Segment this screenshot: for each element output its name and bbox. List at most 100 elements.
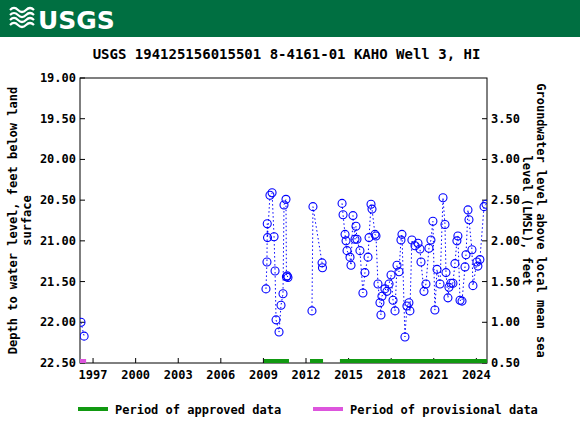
period-bar (310, 359, 323, 363)
data-point (385, 280, 393, 288)
data-point (262, 285, 270, 293)
data-point (268, 189, 276, 197)
logo-icon (10, 8, 34, 27)
data-point (277, 301, 285, 309)
data-point (372, 232, 380, 240)
legend-label: Period of approved data (115, 403, 281, 417)
y-tick-label: 22.00 (40, 315, 76, 329)
data-point (482, 200, 487, 208)
header-banner (0, 0, 580, 37)
data-point (308, 307, 316, 315)
data-point (395, 268, 403, 276)
period-bar (264, 359, 289, 363)
x-tick-label: 2000 (121, 368, 150, 382)
y2-tick-label: 2.00 (491, 234, 520, 248)
y-tick-label: 19.00 (40, 71, 76, 85)
y-tick-label: 19.50 (40, 112, 76, 126)
plot-area (80, 189, 487, 363)
y-tick (80, 240, 85, 241)
data-point (391, 307, 399, 315)
y2-tick-label: 3.00 (491, 152, 520, 166)
y-tick-label: 21.50 (40, 275, 76, 289)
logo-wave (10, 18, 34, 22)
y2-axis-title-line: Groundwater level above local mean sea (534, 83, 548, 358)
data-point (429, 217, 437, 225)
y2-tick-label: 1.00 (491, 315, 520, 329)
y2-tick-label: 2.50 (491, 193, 520, 207)
data-point (465, 216, 473, 224)
logo-wave (10, 8, 34, 12)
series-line (81, 193, 486, 337)
data-point (377, 311, 385, 319)
logo-text: USGS (38, 6, 115, 35)
data-point (339, 211, 347, 219)
data-point (398, 230, 406, 238)
data-point (401, 333, 409, 341)
y-tick (80, 200, 85, 201)
data-point (436, 280, 444, 288)
data-point (417, 258, 425, 266)
x-tick-label: 2012 (292, 368, 321, 382)
data-point (271, 267, 279, 275)
y2-tick-label: 1.50 (491, 275, 520, 289)
data-point (361, 269, 369, 277)
data-point (352, 222, 360, 230)
title: USGS 194125156015501 8-4161-01 KAHO Well… (93, 46, 481, 62)
period-bar (340, 359, 487, 363)
data-point (449, 279, 457, 287)
y-tick (80, 78, 85, 79)
legend-label: Period of provisional data (350, 403, 538, 417)
data-point (318, 264, 326, 272)
data-point (458, 297, 466, 305)
data-point (356, 247, 364, 255)
y2-tick-label: 3.50 (491, 112, 520, 126)
logo-wave (10, 23, 34, 27)
y2-tick (482, 159, 487, 160)
x-tick-label: 2024 (462, 368, 491, 382)
data-point (416, 245, 424, 253)
x-tick-label: 2009 (249, 368, 278, 382)
y-tick-label: 22.50 (40, 356, 76, 370)
data-point (381, 285, 389, 293)
data-point (425, 244, 433, 252)
data-point (284, 274, 292, 282)
y2-axis-title: Groundwater level above local mean seale… (520, 83, 548, 358)
y-axis-title-line: surface (20, 195, 34, 246)
data-point (427, 236, 435, 244)
plot-frame (80, 78, 487, 363)
x-tick (135, 358, 136, 363)
data-point (353, 235, 361, 243)
data-point (282, 195, 290, 203)
data-point (461, 263, 469, 271)
data-point (442, 269, 450, 277)
y2-tick (482, 322, 487, 323)
data-point (80, 318, 85, 326)
x-tick (93, 358, 94, 363)
data-point (405, 299, 413, 307)
data-point (263, 258, 271, 266)
data-point (439, 194, 447, 202)
data-point (454, 232, 462, 240)
data-point (80, 332, 88, 340)
y2-tick (482, 281, 487, 282)
x-tick-label: 2021 (419, 368, 448, 382)
x-tick (220, 358, 221, 363)
data-point (444, 294, 452, 302)
data-point (469, 282, 477, 290)
x-tick-label: 2006 (206, 368, 235, 382)
y2-tick (482, 118, 487, 119)
x-tick-label: 1997 (79, 368, 108, 382)
y2-tick-label: 0.50 (491, 356, 520, 370)
data-point (309, 203, 317, 211)
legend-swatch (313, 407, 343, 411)
data-point (441, 221, 449, 229)
data-point (447, 279, 455, 287)
data-point (389, 296, 397, 304)
data-point (374, 280, 382, 288)
data-point (270, 233, 278, 241)
data-point (383, 287, 391, 295)
data-point (368, 205, 376, 213)
data-point (342, 237, 350, 245)
legend-swatch (78, 407, 108, 411)
y-tick-label: 20.50 (40, 193, 76, 207)
